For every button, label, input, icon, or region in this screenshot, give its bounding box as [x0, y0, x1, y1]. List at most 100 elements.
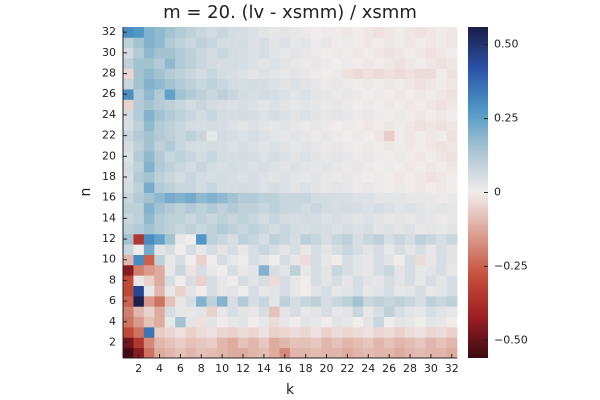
- heat-cell: [363, 223, 374, 235]
- heat-cell: [196, 182, 207, 193]
- heat-cell: [446, 151, 458, 162]
- heat-cell: [404, 285, 416, 297]
- heat-cell: [383, 171, 395, 183]
- heat-cell: [383, 285, 395, 297]
- heat-cell: [227, 202, 239, 214]
- heat-cell: [436, 68, 447, 80]
- heat-cell: [436, 140, 447, 152]
- heat-cell: [206, 264, 218, 276]
- heat-cell: [404, 151, 416, 162]
- heat-cell: [446, 89, 458, 100]
- heat-cell: [227, 37, 239, 49]
- heat-cell: [373, 171, 385, 183]
- heat-cell: [258, 264, 270, 276]
- heat-cell: [143, 337, 155, 349]
- heat-cell: [154, 130, 166, 142]
- heat-cell: [185, 192, 197, 204]
- heat-cell: [321, 244, 333, 255]
- heat-cell: [436, 244, 447, 255]
- heat-cell: [436, 192, 447, 204]
- heat-cell: [248, 130, 260, 142]
- heat-cell: [321, 326, 333, 338]
- heat-cell: [133, 326, 145, 338]
- heat-cell: [227, 151, 239, 162]
- heat-cell: [310, 78, 322, 90]
- heat-cell: [363, 120, 374, 131]
- heat-cell: [216, 109, 228, 121]
- heat-cell: [227, 130, 239, 142]
- heat-cell: [383, 99, 395, 111]
- heat-cell: [331, 171, 343, 183]
- heat-cell: [352, 109, 364, 121]
- heat-cell: [269, 285, 280, 297]
- colorbar: [468, 27, 488, 358]
- heat-cell: [321, 78, 333, 90]
- heat-cell: [425, 140, 437, 152]
- heat-cell: [352, 306, 364, 318]
- heat-cell: [279, 171, 291, 183]
- heat-cell: [446, 99, 458, 111]
- heat-cell: [164, 295, 176, 307]
- heat-cell: [342, 326, 354, 338]
- heat-cell: [394, 316, 406, 328]
- heat-cell: [331, 316, 343, 328]
- heat-cell: [279, 213, 291, 224]
- heat-cell: [290, 58, 301, 69]
- heat-cell: [154, 182, 166, 193]
- heat-cell: [196, 306, 207, 318]
- heat-cell: [133, 244, 145, 255]
- heat-cell: [394, 120, 406, 131]
- heat-cell: [237, 99, 249, 111]
- heat-cell: [446, 347, 458, 359]
- heat-cell: [331, 27, 343, 38]
- heat-cell: [331, 89, 343, 100]
- heat-cell: [237, 47, 249, 59]
- heat-cell: [310, 213, 322, 224]
- heat-cell: [154, 295, 166, 307]
- heat-cell: [415, 140, 427, 152]
- heat-cell: [300, 99, 312, 111]
- heat-cell: [321, 275, 333, 286]
- heat-cell: [404, 161, 416, 173]
- heat-cell: [206, 78, 218, 90]
- heat-cell: [216, 58, 228, 69]
- heat-cell: [123, 171, 134, 183]
- heat-cell: [143, 326, 155, 338]
- heat-cell: [446, 37, 458, 49]
- x-tick-label: 30: [424, 362, 438, 375]
- heat-cell: [227, 182, 239, 193]
- heat-cell: [175, 140, 187, 152]
- x-tick-label: 22: [340, 362, 354, 375]
- heat-cell: [321, 254, 333, 266]
- heat-cell: [425, 347, 437, 359]
- heat-cell: [143, 223, 155, 235]
- x-tick-label: 28: [403, 362, 417, 375]
- heat-cell: [216, 233, 228, 245]
- heat-cell: [290, 306, 301, 318]
- heat-cell: [237, 337, 249, 349]
- heat-cell: [404, 99, 416, 111]
- heat-cell: [227, 295, 239, 307]
- heat-cell: [394, 130, 406, 142]
- heat-cell: [154, 316, 166, 328]
- heat-cell: [446, 306, 458, 318]
- heat-cell: [143, 99, 155, 111]
- heat-cell: [352, 233, 364, 245]
- heat-cell: [342, 337, 354, 349]
- heat-cell: [143, 58, 155, 69]
- heat-cell: [227, 337, 239, 349]
- heat-cell: [363, 27, 374, 38]
- heat-cell: [248, 347, 260, 359]
- heat-cell: [237, 326, 249, 338]
- heat-cell: [446, 58, 458, 69]
- heat-cell: [154, 285, 166, 297]
- heat-cell: [331, 347, 343, 359]
- heat-cell: [363, 140, 374, 152]
- heat-cell: [258, 326, 270, 338]
- heat-cell: [206, 140, 218, 152]
- heat-cell: [216, 151, 228, 162]
- heat-cell: [175, 109, 187, 121]
- heat-cell: [123, 120, 134, 131]
- heat-cell: [383, 306, 395, 318]
- heat-cell: [342, 99, 354, 111]
